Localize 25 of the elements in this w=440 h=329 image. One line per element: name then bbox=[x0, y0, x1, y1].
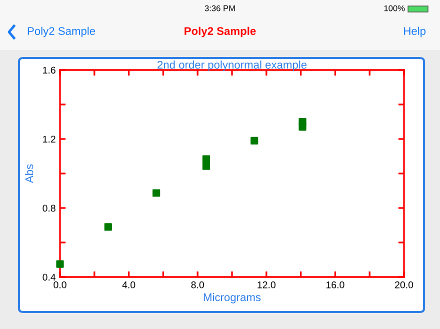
y-tick-label: 0.4 bbox=[42, 274, 56, 281]
text: Help bbox=[404, 26, 426, 38]
x-axis-title: Micrograms bbox=[204, 293, 261, 304]
point bbox=[298, 123, 306, 131]
y-axis-title: Abs bbox=[25, 164, 34, 184]
x-tick-label: 4.0 bbox=[122, 281, 136, 288]
x-tick-label: 8.0 bbox=[191, 281, 204, 288]
text: Poly2 Sample bbox=[184, 26, 256, 38]
y-tick-label: 1.6 bbox=[43, 66, 56, 74]
y-tick-label: 0.8 bbox=[42, 204, 56, 212]
x-tick-label: 20.0 bbox=[395, 281, 414, 288]
point bbox=[202, 162, 210, 170]
x-tick-label: 16.0 bbox=[326, 281, 344, 288]
point bbox=[152, 189, 160, 197]
point bbox=[56, 260, 64, 268]
point bbox=[104, 223, 112, 231]
text: Poly2 Sample bbox=[28, 26, 96, 38]
point bbox=[250, 136, 258, 145]
x-tick-label: 12.0 bbox=[258, 281, 276, 288]
text: 3:36 PM bbox=[204, 5, 235, 12]
y-tick-label: 1.2 bbox=[43, 136, 56, 143]
chart-title: 2nd order polynormal example bbox=[158, 60, 307, 71]
x-tick-label: 0.0 bbox=[54, 281, 66, 288]
point bbox=[202, 155, 210, 163]
text: 100% bbox=[384, 5, 405, 12]
